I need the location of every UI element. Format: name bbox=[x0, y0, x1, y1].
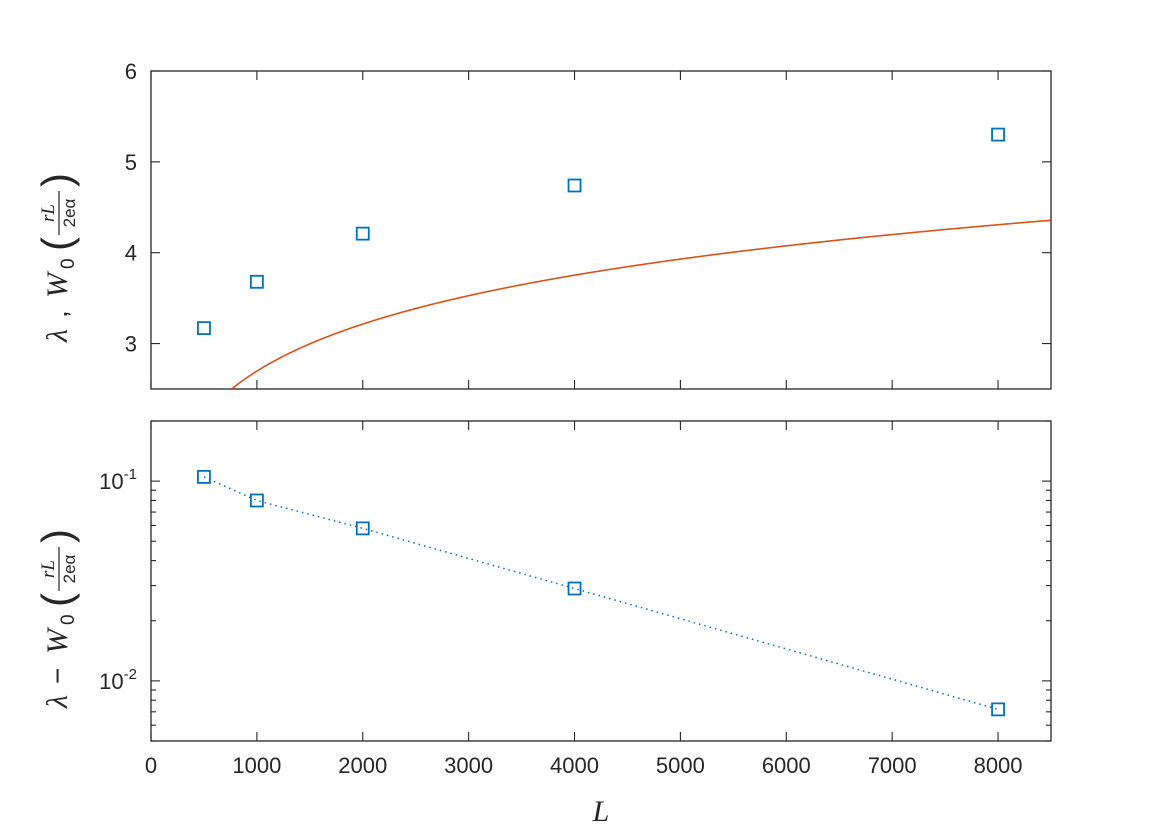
x-tick-label: 0 bbox=[145, 753, 157, 778]
y-label-denominator: 2eα bbox=[60, 554, 79, 583]
plot-frame bbox=[150, 420, 1052, 742]
y-label-w: W bbox=[41, 626, 74, 654]
x-tick-label: 5000 bbox=[656, 753, 705, 778]
data-point bbox=[567, 581, 582, 596]
data-point bbox=[355, 521, 370, 536]
y-label-separator: , bbox=[42, 310, 73, 318]
axis-labels: Lλ,W0(rL 2eα)λ−W0(rL 2eα) bbox=[33, 173, 609, 828]
y-tick-label: 4 bbox=[125, 241, 137, 266]
x-tick-label: 8000 bbox=[974, 753, 1023, 778]
y-axis-label-top: λ, W0 ( rL 2eα) bbox=[33, 173, 80, 343]
y-label-paren-open: ( bbox=[33, 237, 80, 251]
y-tick-label: 6 bbox=[125, 59, 137, 84]
data-point bbox=[197, 321, 211, 336]
data-point bbox=[197, 469, 211, 484]
y-label-paren-close: ) bbox=[33, 173, 80, 187]
data-point bbox=[567, 178, 582, 193]
top-panel: 3 4 5 6 bbox=[125, 59, 1052, 390]
data-point bbox=[249, 493, 264, 508]
y-label-denominator: 2eα bbox=[60, 198, 79, 227]
lambert-w0-curve bbox=[231, 219, 1051, 390]
plot-frame bbox=[150, 70, 1052, 390]
y-axis-label-bottom: λ − W0 ( rL 2eα) bbox=[33, 529, 80, 709]
x-tick-label: 7000 bbox=[868, 753, 917, 778]
y-label-lambda: λ bbox=[41, 695, 74, 709]
x-tick-label: 1000 bbox=[232, 753, 281, 778]
data-point bbox=[355, 226, 370, 241]
series-line bbox=[203, 476, 999, 711]
data-point bbox=[991, 702, 1005, 717]
bottom-panel: 0 1000 2000 3000 4000 5000 6000 7000 8000 10-1 10-… bbox=[99, 420, 1052, 778]
y-label-paren-open: ( bbox=[33, 593, 80, 607]
y-tick-label: 10-1 bbox=[99, 466, 137, 494]
data-point bbox=[991, 127, 1005, 142]
x-tick-label: 6000 bbox=[762, 753, 811, 778]
y-label-subscript: 0 bbox=[58, 258, 79, 269]
y-tick-label: 10-2 bbox=[99, 666, 137, 694]
y-label-separator: − bbox=[42, 668, 73, 684]
y-tick-label: 5 bbox=[125, 150, 137, 175]
x-tick-label: 3000 bbox=[444, 753, 493, 778]
y-label-lambda: λ bbox=[41, 329, 74, 343]
data-point bbox=[249, 274, 264, 289]
x-tick-label: 2000 bbox=[338, 753, 387, 778]
x-tick-label: 4000 bbox=[550, 753, 599, 778]
y-tick-label: 3 bbox=[125, 332, 137, 357]
y-label-w: W bbox=[41, 270, 74, 298]
y-label-numerator: rL bbox=[38, 560, 59, 578]
x-axis-label: L bbox=[592, 795, 610, 828]
y-label-subscript: 0 bbox=[58, 614, 79, 625]
y-label-paren-close: ) bbox=[33, 529, 80, 543]
y-label-numerator: rL bbox=[38, 204, 59, 222]
